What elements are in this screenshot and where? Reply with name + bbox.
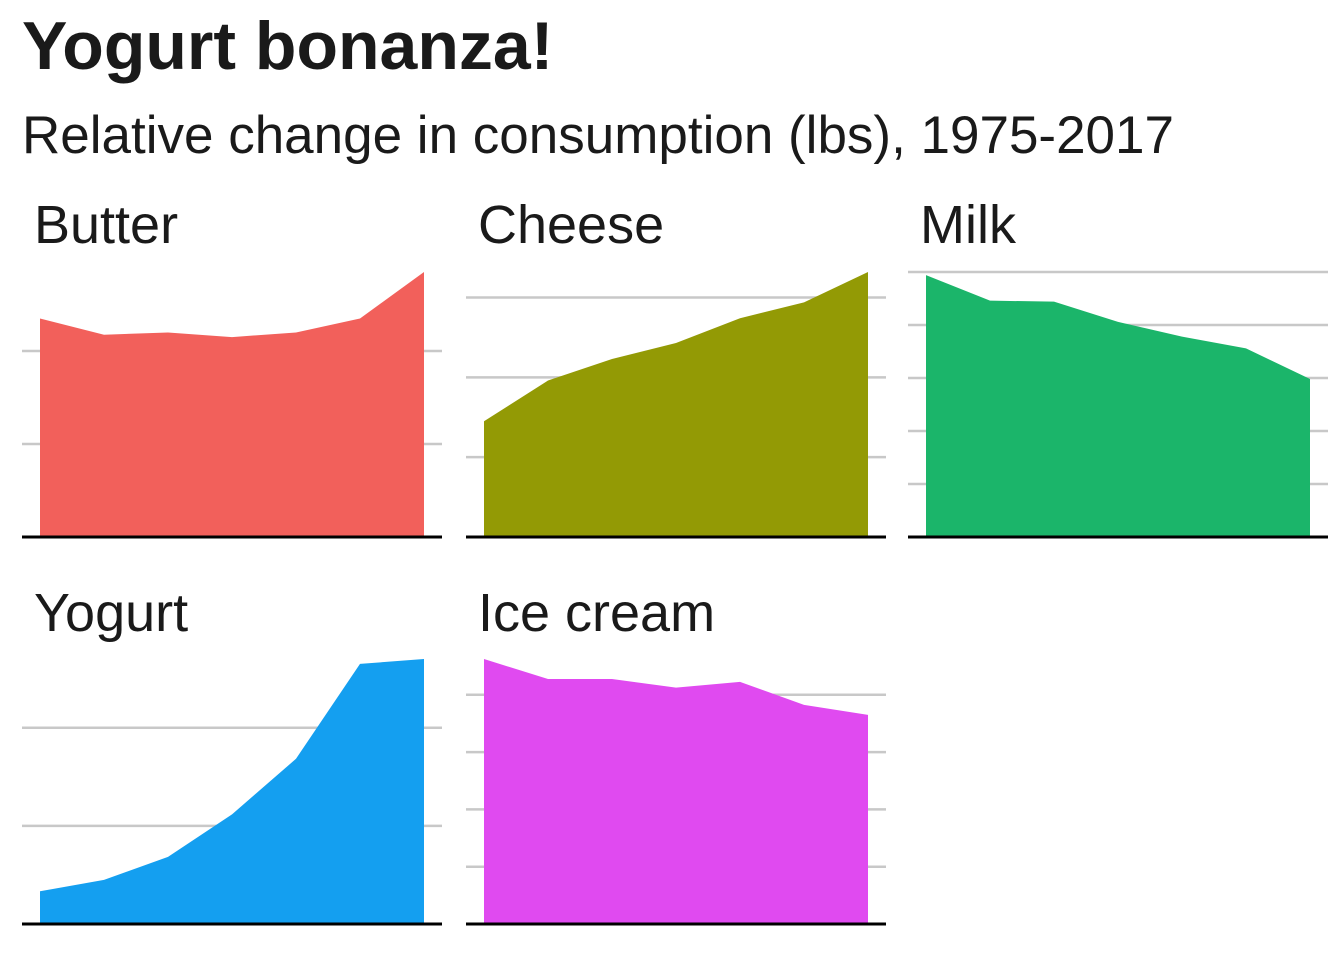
facet-label-yogurt: Yogurt	[34, 583, 188, 643]
facet-cheese: Cheese	[466, 195, 886, 539]
area-yogurt	[40, 659, 424, 924]
facet-label-butter: Butter	[34, 195, 178, 255]
chart-subtitle: Relative change in consumption (lbs), 19…	[22, 106, 1174, 165]
area-milk	[926, 275, 1310, 537]
facet-yogurt: Yogurt	[22, 583, 442, 926]
facet-ice-cream: Ice cream	[466, 583, 886, 926]
chart-title: Yogurt bonanza!	[22, 8, 554, 84]
facet-label-cheese: Cheese	[478, 195, 664, 255]
facet-butter: Butter	[22, 195, 442, 539]
facet-label-milk: Milk	[920, 195, 1017, 255]
facet-label-ice-cream: Ice cream	[478, 583, 715, 643]
facet-milk: Milk	[908, 195, 1328, 539]
area-cheese	[484, 272, 868, 537]
area-butter	[40, 272, 424, 537]
area-ice-cream	[484, 659, 868, 924]
